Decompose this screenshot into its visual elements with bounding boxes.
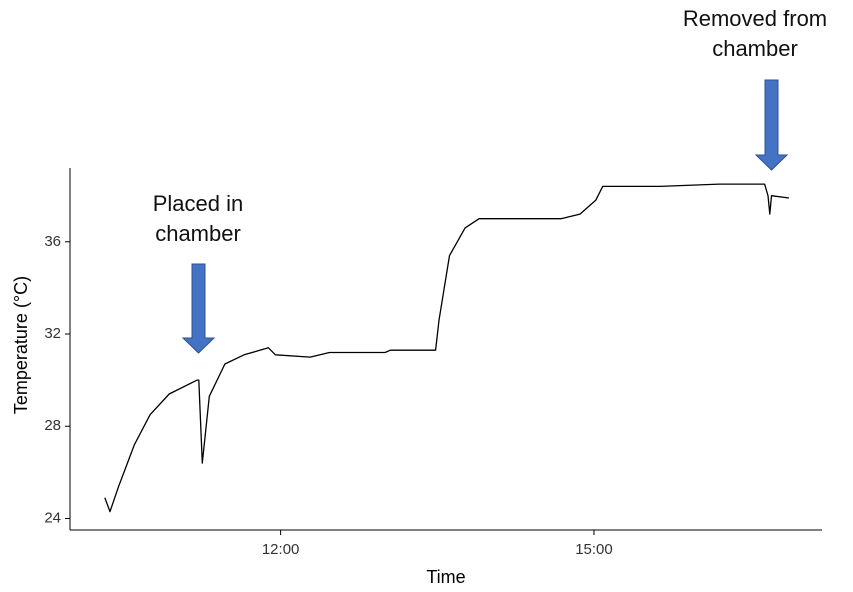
arrow <box>181 263 216 354</box>
annotation: Removed from <box>683 6 827 31</box>
annotation: chamber <box>155 221 241 246</box>
y-axis-title: Temperature (°C) <box>11 276 31 414</box>
annotation: Placed in <box>153 191 244 216</box>
temperature-line <box>104 183 789 513</box>
y-tick-label: 24 <box>44 509 61 526</box>
annotation: chamber <box>712 36 798 61</box>
y-tick-label: 32 <box>44 325 61 342</box>
x-tick-label: 12:00 <box>262 541 300 558</box>
x-axis-title: Time <box>426 567 465 587</box>
y-tick-label: 28 <box>44 417 61 434</box>
y-tick-label: 36 <box>44 233 61 250</box>
arrow <box>754 79 789 171</box>
x-tick-label: 15:00 <box>575 541 613 558</box>
